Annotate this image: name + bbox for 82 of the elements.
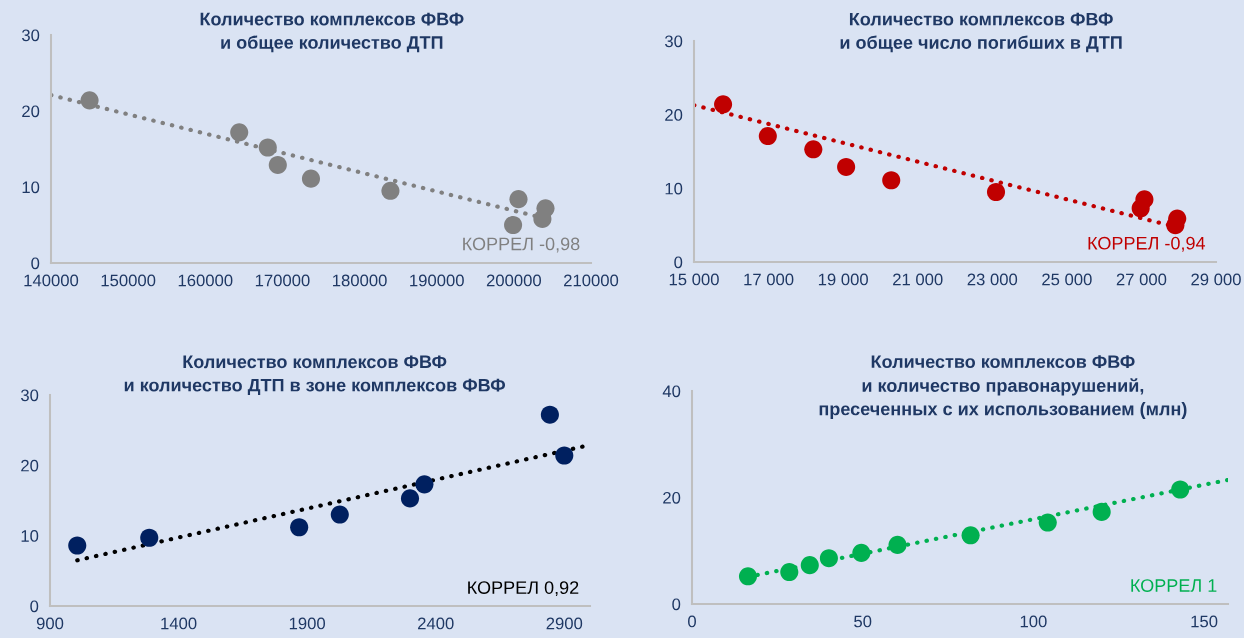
chart-title: Количество комплексов ФВФ и количество ДТП в зоне комплексов ФВФ [124, 355, 506, 395]
x-tick-label: 150000 [101, 274, 156, 287]
point [533, 209, 552, 228]
chart-title: Количество комплексов ФВФ и общее число погибших в ДТП [840, 12, 1122, 53]
point [758, 126, 777, 146]
x-tick-label: 210000 [564, 274, 619, 287]
point [1092, 502, 1111, 521]
point [330, 505, 349, 524]
y-tick-label: 40 [662, 385, 681, 398]
point [986, 182, 1006, 202]
point [290, 518, 309, 537]
y-tick-label: 0 [31, 257, 40, 270]
point [258, 138, 277, 157]
point [80, 91, 99, 110]
point [230, 123, 249, 142]
chart-title: Количество комплексов ФВФ и количество правонарушений, пресеченных с их использованием (млн) [819, 355, 1187, 419]
x-tick-label: 170000 [255, 274, 310, 287]
x-tick-label: 200000 [486, 274, 542, 287]
y-tick-label: 20 [22, 105, 40, 118]
x-tick-label: 150 [1191, 615, 1218, 628]
x-tick-label: 1900 [289, 617, 326, 630]
x-tick-label: 180000 [333, 274, 387, 287]
point [888, 535, 907, 554]
x-tick-label: 100 [1020, 615, 1047, 628]
point [852, 543, 871, 562]
point [882, 171, 901, 190]
point [804, 140, 823, 159]
annotation: КОРРЕЛ 1 [1131, 579, 1217, 592]
x-tick-label: 900 [36, 617, 64, 630]
x-tick-label: 160000 [178, 274, 233, 287]
point [837, 157, 856, 177]
annotation: КОРРЕЛ -0,94 [1088, 236, 1206, 252]
point [415, 475, 434, 494]
x-tick-label: 2900 [546, 617, 583, 630]
x-tick-label: 140000 [24, 274, 79, 287]
point [400, 489, 420, 508]
point [738, 567, 758, 586]
y-tick-label: 20 [665, 109, 683, 121]
x-tick-label: 19 000 [818, 273, 868, 286]
y-tick-label: 20 [21, 459, 39, 472]
point [1131, 199, 1150, 218]
point [68, 536, 87, 555]
point [504, 215, 523, 235]
point [714, 95, 733, 114]
point [555, 446, 574, 465]
y-tick-label: 30 [20, 389, 39, 402]
x-tick-label: 17 000 [744, 273, 794, 286]
x-tick-label: 190000 [410, 274, 464, 287]
y-tick-label: 20 [663, 491, 681, 504]
point [140, 528, 159, 547]
y-tick-label: 10 [665, 182, 683, 195]
point [268, 155, 287, 175]
y-tick-label: 0 [30, 600, 39, 613]
point [381, 181, 400, 200]
y-tick-label: 30 [664, 35, 683, 48]
x-tick-label: 23 000 [967, 273, 1018, 286]
x-tick-label: 21 000 [893, 273, 943, 286]
point [1038, 513, 1057, 532]
annotation: КОРРЕЛ -0,98 [463, 237, 580, 253]
y-tick-label: 0 [674, 256, 683, 269]
point [1171, 480, 1190, 499]
annotation: КОРРЕЛ 0,92 [468, 581, 579, 597]
chart-title: Количество комплексов ФВФ и общее количество ДТП [200, 12, 464, 53]
x-tick-label: 1400 [161, 617, 197, 630]
y-tick-label: 30 [21, 29, 40, 42]
y-tick-label: 0 [672, 598, 681, 611]
x-tick-label: 0 [688, 615, 696, 628]
y-tick-label: 10 [21, 530, 39, 542]
point [509, 190, 528, 209]
point [819, 549, 838, 568]
x-tick-label: 25 000 [1042, 273, 1092, 286]
point [961, 526, 980, 545]
x-tick-label: 50 [854, 615, 872, 628]
point [800, 556, 819, 575]
point [540, 405, 559, 424]
point [301, 169, 321, 188]
x-tick-label: 27 000 [1116, 273, 1167, 286]
x-tick-label: 29 000 [1191, 273, 1241, 286]
x-tick-label: 2400 [418, 617, 454, 630]
point [780, 563, 799, 582]
y-tick-label: 10 [22, 181, 40, 194]
x-tick-label: 15 000 [669, 273, 719, 286]
